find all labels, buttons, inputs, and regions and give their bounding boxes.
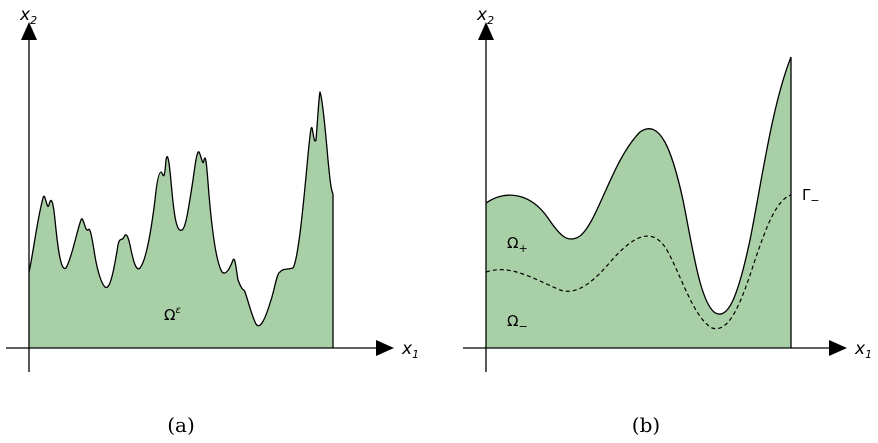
omega-minus-label: Ω−	[507, 312, 528, 333]
caption-b: (b)	[632, 413, 660, 437]
x1-axis-arrowhead-a	[376, 340, 394, 356]
x1-axis-label-a: x1	[401, 339, 419, 361]
x2-axis-label-b: x2	[476, 5, 494, 27]
panel-b: x2 x1 Ω+ Ω− Γ− (b)	[463, 5, 872, 437]
x2-axis-arrowhead-a	[21, 22, 37, 40]
gamma-minus-interface	[485, 194, 792, 330]
omega-epsilon-boundary	[28, 91, 334, 327]
x1-axis-arrowhead-b	[829, 340, 847, 356]
omega-region	[486, 57, 791, 348]
x2-axis-arrowhead-b	[478, 22, 494, 40]
omega-upper-boundary	[485, 56, 792, 315]
gamma-minus-label: Γ−	[802, 186, 820, 207]
x2-axis-label-a: x2	[19, 5, 37, 27]
omega-epsilon-label: Ωε	[164, 305, 181, 324]
caption-a: (a)	[167, 413, 195, 437]
omega-plus-label: Ω+	[507, 234, 528, 255]
omega-epsilon-region	[29, 92, 333, 348]
panel-a: x2 x1 Ωε (a)	[6, 5, 419, 437]
x1-axis-label-b: x1	[854, 339, 872, 361]
